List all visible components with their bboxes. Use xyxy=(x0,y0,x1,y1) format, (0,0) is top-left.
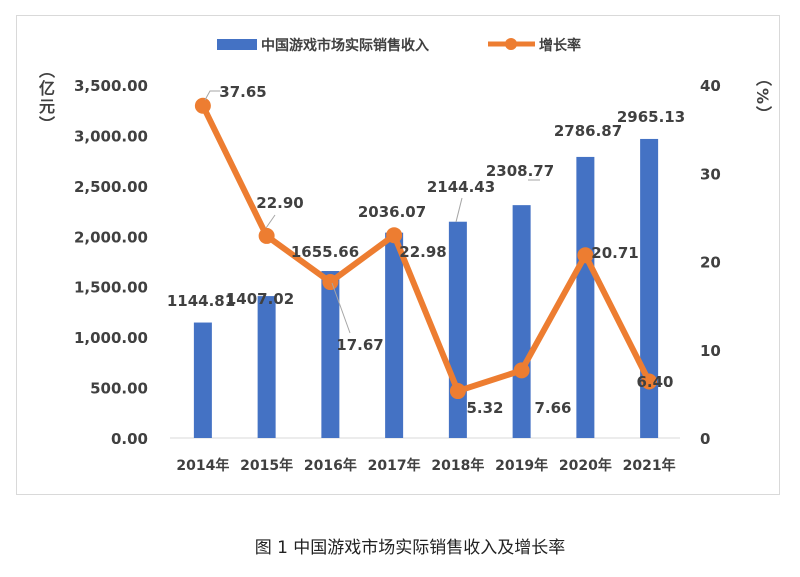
x-tick-label: 2015年 xyxy=(240,457,293,474)
line-marker xyxy=(577,247,594,264)
bar xyxy=(193,322,212,438)
bar xyxy=(576,156,595,438)
x-tick-label: 2020年 xyxy=(559,457,612,474)
y-left-tick-label: 500.00 xyxy=(90,380,148,398)
line-data-label: 37.65 xyxy=(219,83,266,101)
y-right-tick-label: 40 xyxy=(700,77,721,95)
y-left-tick-label: 2,500.00 xyxy=(74,178,148,196)
bar-data-label: 2965.13 xyxy=(617,108,685,126)
line-data-label: 20.71 xyxy=(591,244,638,262)
growth-line xyxy=(200,104,652,395)
y-left-tick-label: 3,500.00 xyxy=(74,77,148,95)
line-data-label: 22.90 xyxy=(256,194,303,212)
x-tick-label: 2016年 xyxy=(304,457,357,474)
bar-data-label: 2786.87 xyxy=(554,122,622,140)
figure-caption: 图 1 中国游戏市场实际销售收入及增长率 xyxy=(254,538,566,558)
line-marker xyxy=(449,383,466,400)
bar xyxy=(321,271,340,438)
bar xyxy=(448,221,467,438)
bar-data-label: 1407.02 xyxy=(226,290,294,308)
bar-data-label: 2144.43 xyxy=(427,178,495,196)
chart-frame xyxy=(16,15,780,495)
line-data-label: 6.40 xyxy=(636,373,673,391)
legend-line-label: 增长率 xyxy=(539,37,581,54)
bar-data-label: 1655.66 xyxy=(291,243,359,261)
line-marker xyxy=(513,362,530,379)
x-tick-label: 2017年 xyxy=(368,457,421,474)
leader-line xyxy=(204,90,220,101)
line-marker xyxy=(322,274,339,291)
legend-bar-label: 中国游戏市场实际销售收入 xyxy=(261,37,429,54)
leader-line xyxy=(331,282,351,334)
y-left-tick-label: 3,000.00 xyxy=(74,127,148,145)
legend-line-marker xyxy=(505,38,517,50)
line-data-label: 17.67 xyxy=(336,336,383,354)
y-left-tick-label: 1,500.00 xyxy=(74,279,148,297)
y-right-tick-label: 20 xyxy=(700,254,721,272)
bar-data-label: 2036.07 xyxy=(358,203,426,221)
line-marker xyxy=(258,227,275,244)
y-left-tick-label: 2,000.00 xyxy=(74,228,148,246)
chart: 0.00 500.00 1,000.00 1,500.00 2,000.00 2,500.… xyxy=(74,37,721,474)
x-tick-label: 2019年 xyxy=(495,457,548,474)
line-marker xyxy=(194,97,211,114)
legend-bar-swatch xyxy=(217,39,257,50)
bar xyxy=(385,232,404,438)
line-data-label: 22.98 xyxy=(399,243,446,261)
x-tick-label: 2018年 xyxy=(431,457,484,474)
bar xyxy=(512,205,531,438)
bar xyxy=(640,138,659,438)
line-marker xyxy=(641,373,658,390)
line-data-label: 5.32 xyxy=(466,399,503,417)
y-right-tick-label: 0 xyxy=(700,430,710,448)
leader-line xyxy=(265,214,276,229)
bar-data-label: 1144.81 xyxy=(167,292,235,310)
y-left-axis-title: （亿元） xyxy=(36,62,55,134)
bar xyxy=(257,296,276,438)
y-right-tick-label: 10 xyxy=(700,342,721,360)
x-tick-label: 2021年 xyxy=(623,457,676,474)
bar-data-label: 2308.77 xyxy=(486,162,554,180)
line-marker xyxy=(386,227,403,244)
y-left-tick-label: 1,000.00 xyxy=(74,329,148,347)
line-data-label: 7.66 xyxy=(534,399,571,417)
leader-line xyxy=(455,197,463,223)
y-left-tick-label: 0.00 xyxy=(111,430,148,448)
x-tick-label: 2014年 xyxy=(176,457,229,474)
y-right-tick-label: 30 xyxy=(700,165,721,183)
y-right-axis-title: （%） xyxy=(753,70,772,125)
